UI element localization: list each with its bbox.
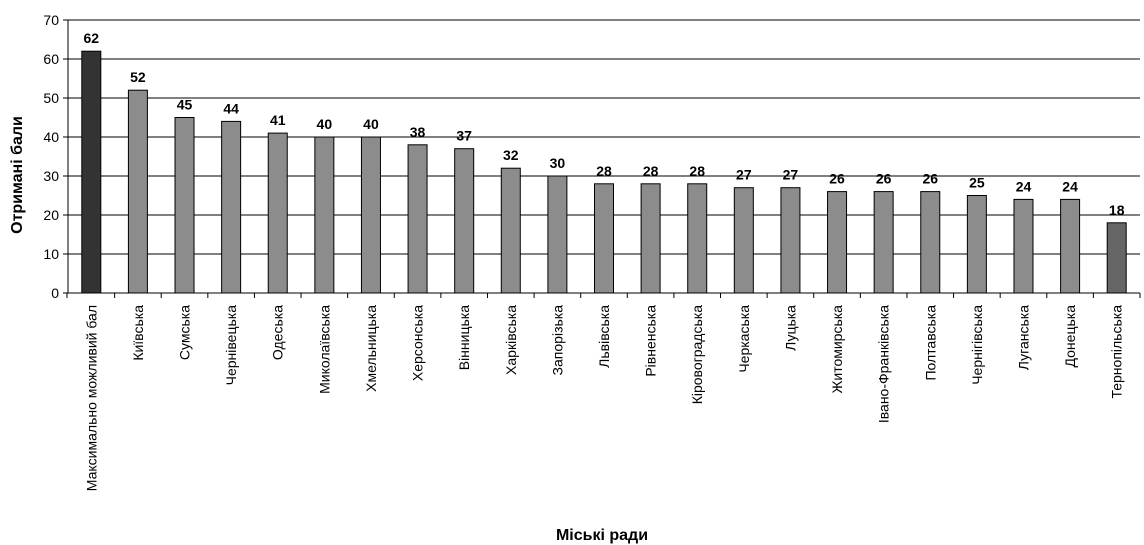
x-tick-label: Тернопільська <box>1109 305 1125 399</box>
bar <box>127 89 148 294</box>
x-tick-label: Рівненська <box>643 305 659 377</box>
value-label: 38 <box>410 124 426 140</box>
value-label: 25 <box>969 175 985 191</box>
bar <box>966 195 987 294</box>
axes <box>63 19 1141 298</box>
bar <box>1106 222 1127 294</box>
value-label: 44 <box>223 100 239 116</box>
value-label: 40 <box>363 116 379 132</box>
x-tick-label: Донецька <box>1062 305 1078 368</box>
x-tick-label: Луцька <box>782 305 798 351</box>
y-tick-label: 60 <box>43 51 59 67</box>
x-tick-label: Луганська <box>1015 305 1031 370</box>
y-tick-label: 40 <box>43 129 59 145</box>
y-tick-label: 50 <box>43 90 59 106</box>
bar <box>221 120 242 294</box>
bar <box>780 187 801 294</box>
bar <box>500 167 521 294</box>
value-label: 30 <box>550 155 566 171</box>
value-label: 18 <box>1109 202 1125 218</box>
value-label: 32 <box>503 147 519 163</box>
x-tick-label: Львівська <box>596 305 612 368</box>
y-tick-label: 0 <box>51 285 59 301</box>
bar <box>407 144 428 294</box>
value-label: 24 <box>1016 178 1032 194</box>
x-tick-label: Чернігівська <box>969 305 985 385</box>
bar <box>1060 198 1081 294</box>
value-label: 28 <box>643 163 659 179</box>
value-label: 26 <box>876 171 892 187</box>
y-tick-labels: 0 10 20 30 40 50 60 70 <box>43 12 59 301</box>
bar <box>733 187 754 294</box>
value-label: 41 <box>270 112 286 128</box>
y-tick-label: 70 <box>43 12 59 28</box>
x-tick-label: Одеська <box>270 305 286 360</box>
bar <box>360 136 381 294</box>
bars <box>81 50 1127 294</box>
x-tick-labels: Максимально можливий бал Київська Сумська Ч… <box>83 305 1124 491</box>
x-tick-label: Київська <box>130 305 146 361</box>
bar <box>267 132 288 294</box>
x-tick-label: Житомирська <box>829 305 845 394</box>
value-label: 52 <box>130 69 146 85</box>
x-tick-label: Вінницька <box>456 305 472 370</box>
value-labels: 62 52 45 44 41 40 40 38 37 32 30 28 28 28 27 27 26 26 26 25… <box>84 30 1125 218</box>
value-label: 37 <box>456 128 472 144</box>
x-tick-label: Чернівецька <box>223 305 239 386</box>
value-label: 26 <box>829 171 845 187</box>
x-tick-label: Сумська <box>177 305 193 360</box>
value-label: 62 <box>84 30 100 46</box>
x-tick-label: Івано-Франківська <box>876 305 892 423</box>
bar <box>454 148 475 294</box>
bar <box>687 183 708 294</box>
x-tick-label: Хмельницька <box>363 305 379 392</box>
bar <box>314 136 335 294</box>
value-label: 28 <box>596 163 612 179</box>
x-tick-label: Максимально можливий бал <box>83 305 99 491</box>
bar <box>920 191 941 294</box>
y-axis-title: Отримані бали <box>9 116 26 234</box>
value-label: 26 <box>922 171 938 187</box>
value-label: 40 <box>317 116 333 132</box>
x-tick-label: Херсонська <box>410 305 426 381</box>
value-label: 24 <box>1062 178 1078 194</box>
y-tick-label: 10 <box>43 246 59 262</box>
y-tick-label: 20 <box>43 207 59 223</box>
x-tick-label: Кіровоградська <box>689 305 705 404</box>
x-axis-title: Міські ради <box>556 527 648 544</box>
x-tick-label: Запорізька <box>549 305 565 376</box>
gridlines <box>68 19 1140 255</box>
value-label: 45 <box>177 97 193 113</box>
bar <box>827 191 848 294</box>
value-label: 28 <box>689 163 705 179</box>
bar <box>640 183 661 294</box>
bar <box>1013 198 1034 294</box>
bar <box>547 175 568 294</box>
y-tick-label: 30 <box>43 168 59 184</box>
value-label: 27 <box>736 167 752 183</box>
x-tick-label: Полтавська <box>922 305 938 381</box>
bar <box>873 191 894 294</box>
value-label: 27 <box>783 167 799 183</box>
bar <box>594 183 614 294</box>
x-tick-label: Харківська <box>503 305 519 375</box>
x-tick-label: Черкаська <box>736 305 752 373</box>
bar <box>81 50 102 294</box>
bar <box>174 117 195 294</box>
x-tick-label: Миколаївська <box>316 305 332 394</box>
